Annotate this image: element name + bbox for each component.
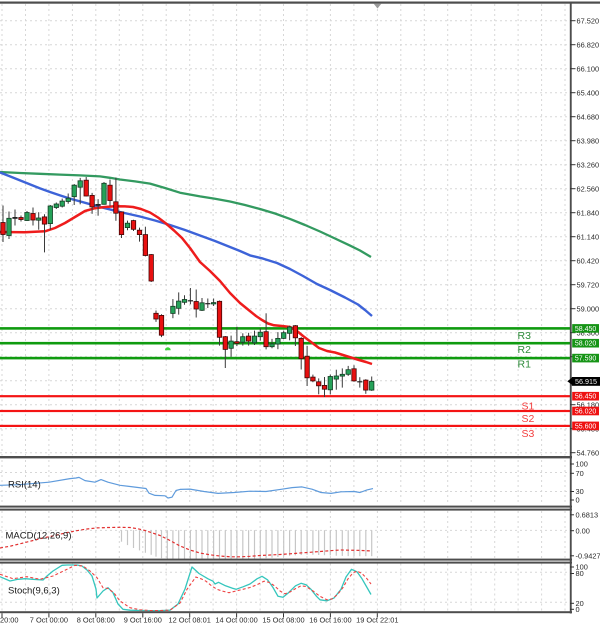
svg-text:66.100: 66.100 — [577, 64, 600, 73]
svg-text:54.760: 54.760 — [577, 448, 600, 457]
svg-text:59.720: 59.720 — [577, 280, 600, 289]
svg-text:56.180: 56.180 — [577, 400, 600, 409]
svg-text:56.020: 56.020 — [575, 409, 597, 416]
svg-text:65.400: 65.400 — [577, 88, 600, 97]
svg-text:59.000: 59.000 — [577, 304, 600, 313]
svg-text:30: 30 — [576, 487, 584, 496]
svg-text:15 Oct 08:00: 15 Oct 08:00 — [262, 616, 304, 625]
svg-text:55.600: 55.600 — [575, 423, 597, 430]
svg-text:12 Oct 08:01: 12 Oct 08:01 — [169, 616, 211, 625]
svg-text:0.00: 0.00 — [576, 526, 590, 535]
svg-text:56.915: 56.915 — [575, 377, 597, 386]
svg-text:56.450: 56.450 — [575, 394, 597, 401]
svg-text:S3: S3 — [522, 428, 535, 440]
svg-text:9 Oct 16:00: 9 Oct 16:00 — [124, 616, 162, 625]
svg-text:61.140: 61.140 — [577, 232, 600, 241]
svg-text:62.560: 62.560 — [577, 184, 600, 193]
svg-text:RSI(14): RSI(14) — [8, 479, 41, 490]
svg-text:R1: R1 — [518, 359, 532, 371]
svg-text:61.840: 61.840 — [577, 208, 600, 217]
svg-text:Stoch(9,6,3): Stoch(9,6,3) — [8, 586, 60, 597]
svg-text:63.260: 63.260 — [577, 160, 600, 169]
svg-text:64.680: 64.680 — [577, 112, 600, 121]
svg-text:100: 100 — [576, 563, 588, 572]
svg-text:0: 0 — [576, 605, 580, 614]
svg-text:S1: S1 — [522, 400, 535, 412]
svg-text:57.590: 57.590 — [575, 356, 597, 363]
svg-text:S2: S2 — [522, 413, 535, 425]
svg-text:20: 20 — [576, 599, 584, 608]
svg-text:80: 80 — [576, 569, 584, 578]
svg-text:66.820: 66.820 — [577, 40, 600, 49]
svg-text:58.300: 58.300 — [577, 328, 600, 337]
svg-text:-0.9427: -0.9427 — [576, 551, 600, 560]
svg-text:58.020: 58.020 — [575, 341, 597, 348]
svg-text:63.980: 63.980 — [577, 136, 600, 145]
svg-text:100: 100 — [576, 460, 588, 469]
svg-text:70: 70 — [576, 469, 584, 478]
svg-text:R3: R3 — [518, 330, 532, 342]
svg-text:20:00: 20:00 — [0, 616, 19, 625]
svg-text:0.6813: 0.6813 — [576, 510, 599, 519]
svg-text:14 Oct 00:00: 14 Oct 00:00 — [215, 616, 257, 625]
svg-text:0: 0 — [576, 496, 580, 505]
svg-text:58.450: 58.450 — [575, 326, 597, 333]
svg-text:60.420: 60.420 — [577, 256, 600, 265]
svg-text:67.520: 67.520 — [577, 16, 600, 25]
svg-text:7 Oct 00:00: 7 Oct 00:00 — [30, 616, 68, 625]
svg-text:MACD(12,26,9): MACD(12,26,9) — [6, 531, 72, 542]
svg-text:8 Oct 08:00: 8 Oct 08:00 — [77, 616, 115, 625]
svg-text:R2: R2 — [518, 344, 532, 356]
svg-text:19 Oct 22:01: 19 Oct 22:01 — [356, 616, 398, 625]
svg-text:16 Oct 16:00: 16 Oct 16:00 — [309, 616, 351, 625]
